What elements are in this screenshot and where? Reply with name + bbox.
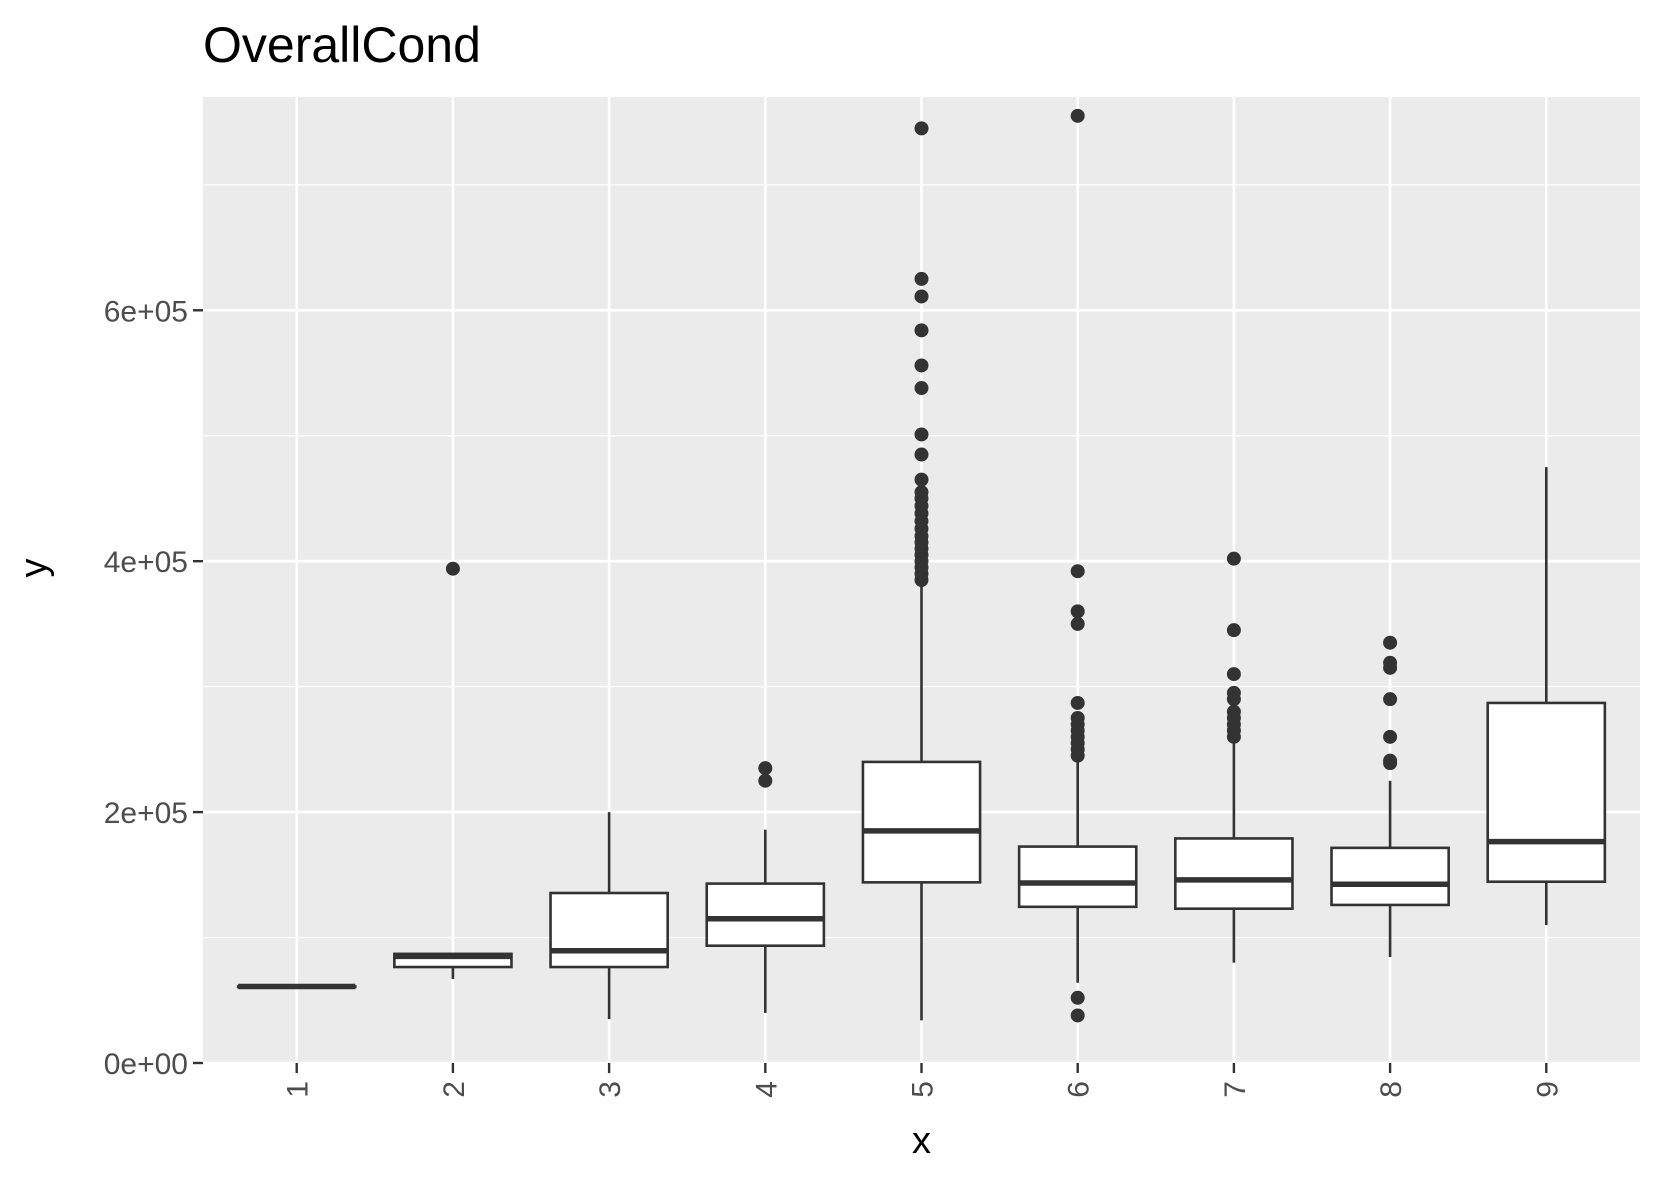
outlier-point (1226, 685, 1241, 700)
x-tick-label: 5 (907, 1081, 940, 1098)
box-category-6 (1017, 108, 1138, 1023)
box-iqr (1174, 837, 1294, 910)
outlier-point (1383, 753, 1398, 768)
outlier-point (1383, 655, 1398, 670)
outlier-point (914, 358, 929, 373)
outlier-point (1070, 711, 1085, 725)
axes: 0e+00 2e+05 4e+05 6e+05 1 2 3 4 5 6 7 8 9 (104, 295, 1565, 1097)
outlier-point (914, 485, 929, 500)
outlier-point (758, 773, 773, 788)
outlier-point (914, 121, 929, 136)
x-tick-label: 3 (594, 1081, 627, 1098)
outlier-point (758, 761, 773, 776)
box-iqr (1330, 846, 1450, 907)
outlier-point (914, 289, 929, 304)
outlier-point (914, 323, 929, 338)
outlier-point (1383, 692, 1398, 707)
x-tick-label: 7 (1219, 1081, 1252, 1098)
box-iqr (1486, 701, 1607, 884)
box-iqr (1017, 845, 1138, 909)
x-tick-label: 2 (438, 1081, 471, 1098)
box-category-3 (549, 812, 669, 1020)
outlier-point (1070, 564, 1085, 579)
x-tick-label: 9 (1531, 1081, 1564, 1098)
y-axis-title: y (13, 559, 55, 578)
outlier-point (914, 381, 929, 396)
y-tick-label: 6e+05 (104, 295, 188, 328)
box-iqr (549, 891, 669, 969)
outlier-point (1070, 616, 1085, 631)
box-category-5 (861, 121, 982, 1021)
outlier-point (914, 472, 929, 487)
outlier-point (1226, 551, 1241, 566)
box-iqr (861, 760, 982, 884)
outlier-point (914, 447, 929, 462)
outlier-point (1070, 1008, 1085, 1023)
box-category-1 (236, 983, 357, 990)
y-tick-label: 0e+00 (104, 1048, 188, 1081)
x-tick-label: 6 (1063, 1081, 1096, 1098)
box-series (236, 108, 1607, 1023)
outlier-point (1226, 704, 1241, 719)
x-tick-label: 8 (1375, 1081, 1408, 1098)
x-tick-label: 4 (750, 1081, 783, 1098)
box-category-8 (1330, 635, 1450, 957)
box-category-4 (705, 761, 826, 1013)
outlier-point (1070, 695, 1085, 710)
outlier-point (1070, 990, 1085, 1005)
outlier-point (914, 427, 929, 442)
box-iqr (705, 882, 826, 947)
y-tick-label: 4e+05 (104, 546, 188, 579)
outlier-point (1383, 729, 1398, 744)
outlier-point (445, 561, 460, 576)
outlier-point (1070, 604, 1085, 619)
x-axis-title: x (912, 1120, 931, 1162)
x-tick-label: 1 (282, 1081, 315, 1098)
outlier-point (1070, 108, 1085, 123)
y-tick-label: 2e+05 (104, 797, 188, 830)
box-category-7 (1174, 551, 1294, 963)
outlier-point (1226, 667, 1241, 682)
outlier-point (1383, 635, 1398, 650)
box-category-2 (393, 561, 513, 979)
outlier-point (1226, 623, 1241, 638)
outlier-point (914, 271, 929, 286)
box-category-9 (1486, 467, 1607, 925)
chart-title: OverallCond (203, 17, 481, 73)
